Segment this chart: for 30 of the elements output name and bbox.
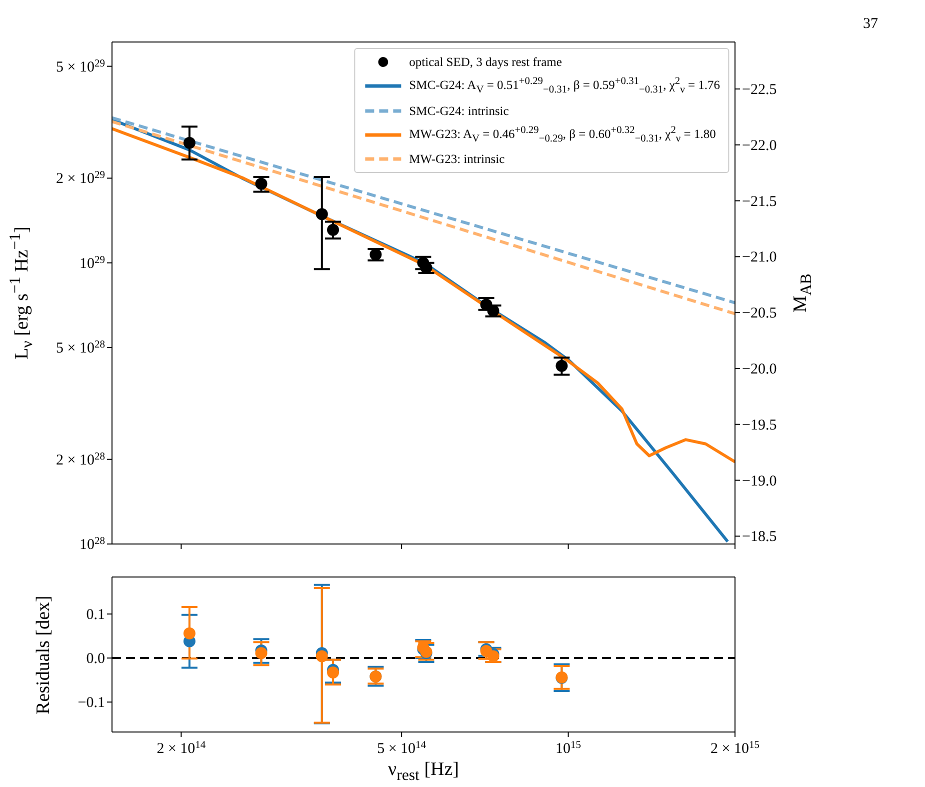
y-tick-label: 2 × 10$^{29}$ (56, 170, 105, 188)
legend-label: SMC-G24: intrinsic (409, 102, 509, 120)
text: SMC-G24: A$_{V}$ = 0.51$^{+0.29}$$_{−0.31}$, β = 0.59$^{+0.31}$$_{−0.31}$, χ$^{2}$$_{ν}$ = 1.76 (409, 76, 720, 96)
x-tick-label: 5 × 10$^{14}$ (377, 740, 427, 757)
x-axis-title: ν$_{rest}$ [Hz] (388, 759, 460, 785)
x-tick-label: 10$^{15}$ (556, 740, 582, 757)
y2-tick-label: −20.5 (742, 306, 777, 322)
x-tick-label: 2 × 10$^{15}$ (710, 740, 760, 757)
y-tick-label: 10$^{28}$ (80, 536, 105, 553)
x-tick-label: 2 × 10$^{14}$ (156, 740, 206, 757)
y-tick-label: 10$^{29}$ (80, 254, 105, 272)
legend-label: MW-G23: intrinsic (409, 151, 505, 168)
legend-label: optical SED, 3 days rest frame (409, 54, 562, 71)
y-tick-label: −0.1 (78, 695, 105, 712)
y-axis-title: Residuals [dex] (33, 595, 55, 714)
text: MW-G23: A$_{V}$ = 0.46$^{+0.29}$$_{−0.29}$, β = 0.60$^{+0.32}$$_{−0.31}$, χ$^{2}$$_{ν}$ = 1.80 (409, 124, 716, 144)
y2-tick-label: −22.0 (742, 138, 777, 154)
y2-tick-label: −20.0 (742, 361, 777, 378)
y2-tick-label: −19.0 (742, 473, 777, 490)
y-tick-label: 0.1 (86, 606, 105, 623)
y-tick-label: 2 × 10$^{28}$ (56, 450, 105, 468)
y-tick-label: 0.0 (86, 651, 105, 668)
y2-tick-label: −21.0 (742, 250, 777, 266)
text: 37 (863, 16, 878, 33)
y2-tick-label: −19.5 (742, 417, 777, 434)
y2-tick-label: −18.5 (742, 529, 777, 546)
y2-tick-label: −22.5 (742, 82, 777, 98)
y-tick-label: 5 × 10$^{29}$ (56, 58, 105, 76)
y2-tick-label: −21.5 (742, 194, 777, 210)
y-tick-label: 5 × 10$^{28}$ (56, 338, 105, 356)
